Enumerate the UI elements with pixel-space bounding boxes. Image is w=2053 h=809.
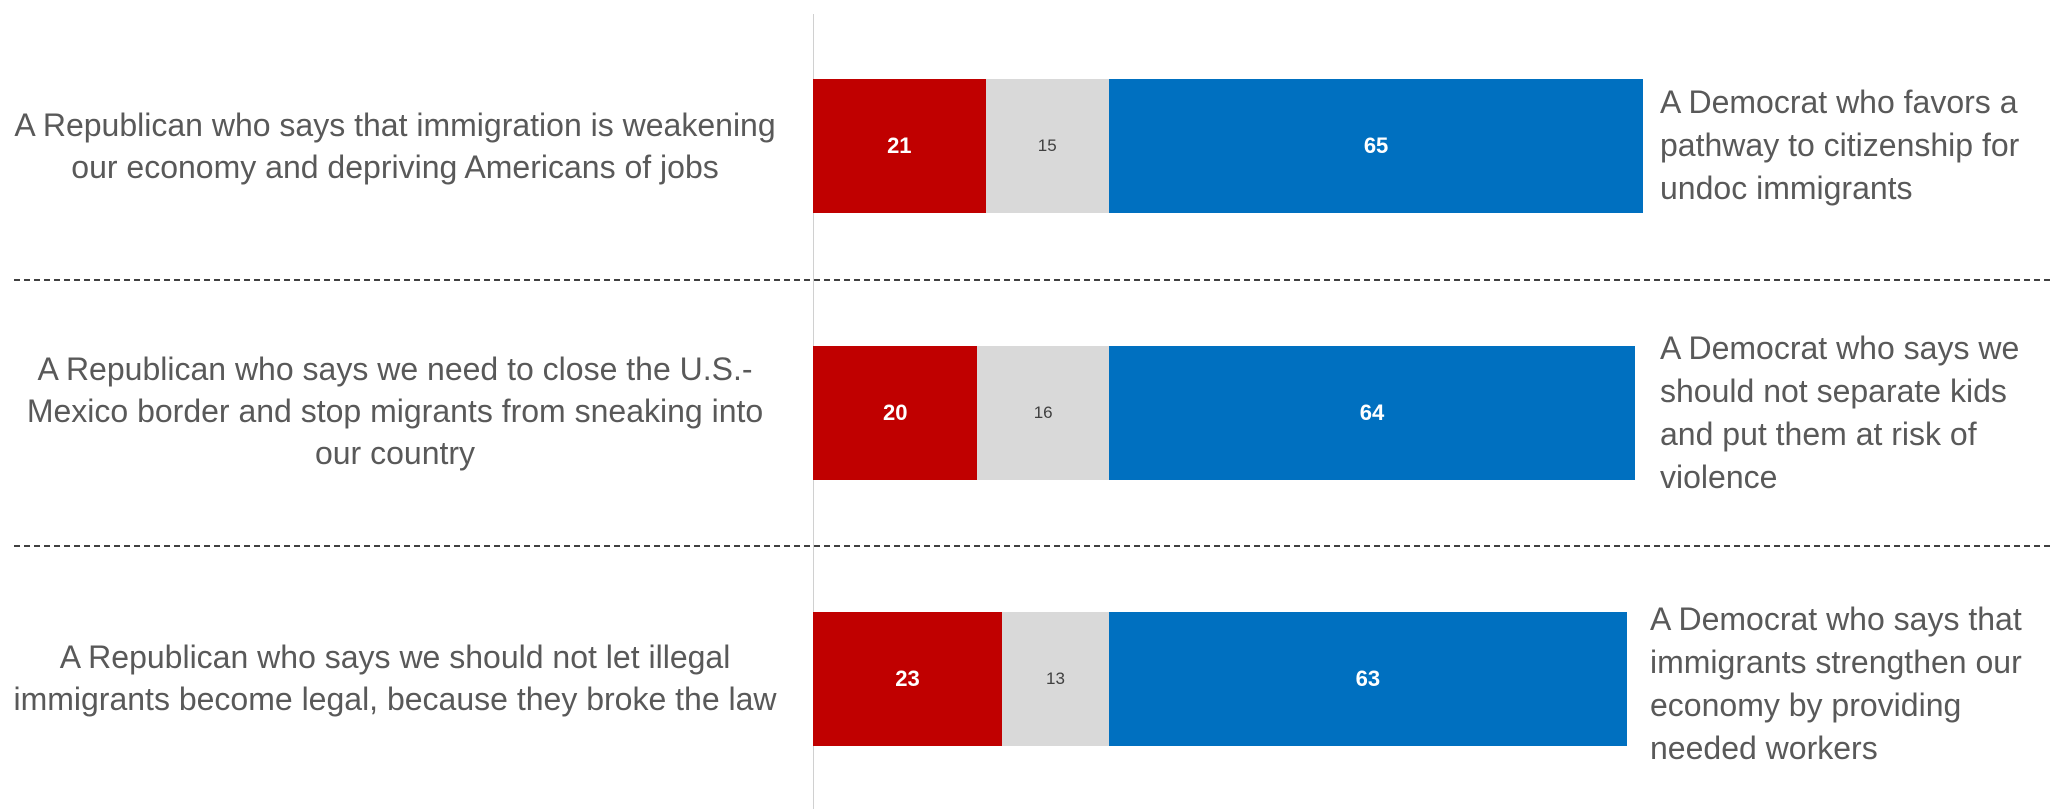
data-label: 23 [895,666,920,691]
left-label-row-1: A Republican who says that immigration i… [0,104,790,188]
right-label-row-3: A Democrat who says that immigrants stre… [1650,598,2050,770]
neutral-segment: 16 [977,346,1109,480]
right-label-line: pathway to citizenship for [1660,127,2020,163]
data-label: 13 [1046,669,1065,688]
neutral-segment: 15 [985,79,1109,213]
data-label: 21 [887,133,912,158]
data-label: 63 [1355,666,1381,691]
left-label-line-3: our country [314,435,476,471]
right-label-line: undoc immigrants [1660,170,1913,206]
right-label-row-1: A Democrat who favors a pathway to citiz… [1660,81,2053,210]
left-label-line-2: our economy and depriving Americans of j… [71,149,719,185]
row-divider [14,279,2050,281]
data-label: 15 [1037,136,1057,155]
republican-segment: 20 [813,346,978,480]
democrat-segment: 65 [1108,79,1644,213]
data-label: 64 [1359,400,1385,425]
left-label-row-2: A Republican who says we need to close t… [0,348,790,474]
row-divider [14,545,2050,547]
right-label-row-2: A Democrat who says we should not separa… [1660,327,2053,499]
right-label-line: and put them at risk of [1660,416,1977,452]
right-label-line: immigrants strengthen our [1650,644,2022,680]
republican-segment: 21 [813,79,986,213]
data-label: 65 [1363,133,1389,158]
left-label-line-2: immigrants become legal, because they br… [13,681,777,717]
data-label: 20 [882,400,908,425]
right-label-line: needed workers [1650,730,1878,766]
right-label-line: violence [1660,459,1778,495]
neutral-segment: 13 [1002,612,1109,746]
right-label-line: economy by providing [1650,687,1962,723]
left-label-line-2: Mexico border and stop migrants from sne… [26,393,764,429]
right-label-line: should not separate kids [1660,373,2007,409]
left-label-line-1: A Republican who says we need to close t… [37,351,753,387]
right-label-line: A Democrat who favors a [1660,84,2018,120]
data-label: 16 [1033,403,1053,422]
left-label-row-3: A Republican who says we should not let … [0,636,790,720]
left-label-line-1: A Republican who says that immigration i… [14,107,776,143]
right-label-line: A Democrat who says we [1660,330,2020,366]
democrat-segment: 63 [1108,612,1627,746]
republican-segment: 23 [813,612,1003,746]
democrat-segment: 64 [1108,346,1635,480]
left-label-line-1: A Republican who says we should not let … [59,639,731,675]
right-label-line: A Democrat who says that [1650,601,2022,637]
